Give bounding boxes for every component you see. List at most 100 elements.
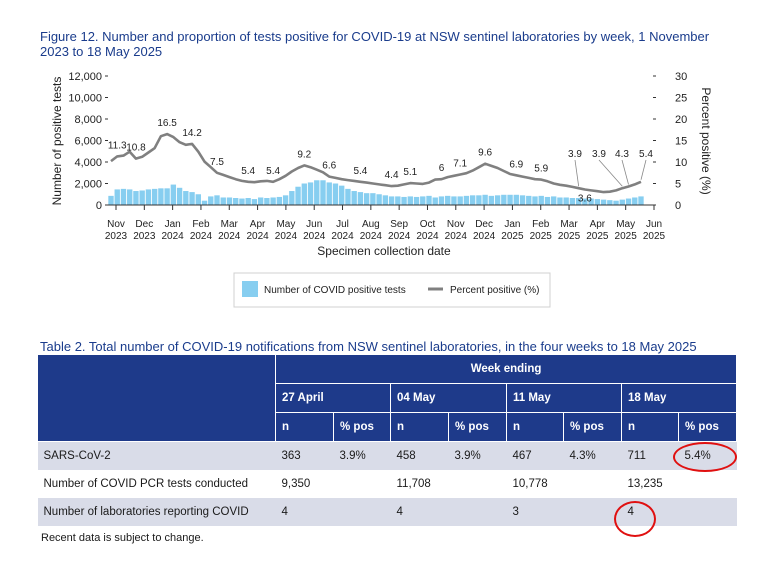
bar	[301, 183, 307, 205]
cell: 711	[627, 450, 646, 462]
annotation-label: 5.1	[403, 167, 417, 178]
bar	[208, 196, 214, 205]
bar	[575, 198, 582, 205]
y-right-tick-label: 5	[675, 179, 681, 191]
bar	[183, 191, 189, 205]
n-header: n	[621, 412, 679, 442]
y-right-tick-label: 20	[675, 114, 687, 126]
bar	[307, 182, 314, 205]
n-header: n	[390, 412, 449, 442]
bar	[457, 196, 463, 205]
table-title: Table 2. Total number of COVID-19 notifi…	[40, 339, 697, 354]
bar	[233, 198, 239, 205]
legend-line-label: Percent positive (%)	[450, 285, 539, 296]
bar	[133, 191, 139, 205]
x-tick-year: 2025	[530, 231, 553, 242]
y-right-tick-label: 25	[675, 93, 687, 105]
annotation-label: 3.9	[568, 149, 582, 160]
y-right-tick-label: 10	[675, 157, 687, 169]
cell-highlighted: 4	[627, 506, 634, 518]
y-right-tick-label: 30	[675, 71, 687, 83]
chart-legend: Number of COVID positive tests Percent po…	[233, 272, 551, 308]
figure-title: Figure 12. Number and proportion of test…	[40, 29, 710, 59]
x-tick-year: 2025	[615, 231, 638, 242]
bar	[607, 200, 613, 205]
x-tick-month: Jun	[306, 219, 322, 230]
line-annotations: 11.3 10.8 16.5 14.2 7.5 5.4 5.4 9.2 6.6 5.4 4.4 5.1…	[108, 118, 654, 204]
x-tick-month: Feb	[532, 219, 550, 230]
bar	[544, 196, 551, 205]
bar	[201, 200, 208, 205]
x-tick-month: Nov	[447, 219, 465, 230]
bar	[432, 197, 438, 205]
annotation-leader	[640, 159, 647, 180]
x-tick-month: Jan	[504, 219, 520, 230]
cell: 4	[396, 506, 403, 518]
x-tick-month: Mar	[560, 219, 578, 230]
bar	[526, 195, 532, 205]
x-tick-year: 2024	[218, 231, 241, 242]
n-header: n	[275, 412, 334, 442]
cell: 9,350	[281, 478, 311, 490]
week-header: 04 May	[390, 383, 507, 413]
annotation-label: 9.2	[297, 149, 311, 160]
bar	[127, 189, 133, 205]
annotation-label: 5.4	[353, 166, 367, 177]
bar	[282, 195, 289, 205]
bar	[507, 194, 513, 205]
annotation-label: 4.3	[615, 149, 629, 160]
x-tick-year: 2024	[275, 231, 298, 242]
x-tick-year: 2024	[162, 231, 185, 242]
x-tick-year: 2024	[445, 231, 468, 242]
bar	[339, 185, 345, 205]
percent-line	[110, 132, 642, 194]
annotation-label: 5.4	[241, 166, 255, 177]
annotation-label: 4.4	[385, 170, 399, 181]
bar	[170, 184, 177, 205]
annotation-label: 5.4	[266, 166, 280, 177]
cell: 13,235	[627, 478, 663, 490]
cell: 3.9%	[339, 450, 366, 462]
x-tick-year: 2024	[388, 231, 411, 242]
bar	[195, 194, 201, 205]
annotation-leader	[598, 159, 623, 187]
bar	[289, 191, 295, 205]
week-header: 11 May	[506, 383, 622, 413]
bar	[532, 196, 538, 205]
bar	[239, 198, 245, 205]
annotation-label: 6	[439, 163, 445, 174]
bar	[320, 180, 326, 205]
bar	[426, 195, 432, 205]
bar	[332, 183, 339, 205]
bar	[382, 195, 389, 205]
bar	[482, 194, 488, 205]
bar	[625, 198, 632, 205]
y-right-tick-label: 0	[675, 200, 681, 212]
bar	[176, 187, 183, 205]
bar	[395, 196, 401, 205]
bar	[501, 194, 507, 205]
cell: 10,778	[512, 478, 548, 490]
x-tick-month: Dec	[135, 219, 153, 230]
bar	[469, 195, 476, 205]
bar	[413, 196, 420, 205]
x-tick-year: 2024	[246, 231, 269, 242]
pos-header: % pos	[563, 412, 622, 442]
week-header: 27 April	[275, 383, 391, 413]
bar	[619, 199, 625, 205]
bar	[139, 190, 145, 205]
cell: 467	[512, 450, 532, 462]
x-axis-title: Specimen collection date	[317, 244, 451, 258]
notifications-table: Week ending 27 April 04 May 11 May 18 Ma…	[37, 354, 738, 526]
bar	[114, 189, 120, 205]
pos-header: % pos	[448, 412, 507, 442]
bar	[551, 196, 557, 205]
bar	[407, 196, 413, 205]
bar	[463, 195, 470, 205]
table-note: Recent data is subject to change.	[41, 532, 204, 544]
x-tick-year: 2025	[643, 231, 666, 242]
x-tick-month: Apr	[590, 219, 606, 230]
bar	[401, 196, 407, 205]
table-row: SARS-CoV-2 363 3.9% 458 3.9% 467 4.3% 71…	[37, 441, 737, 470]
annotation-label: 3.9	[592, 149, 606, 160]
